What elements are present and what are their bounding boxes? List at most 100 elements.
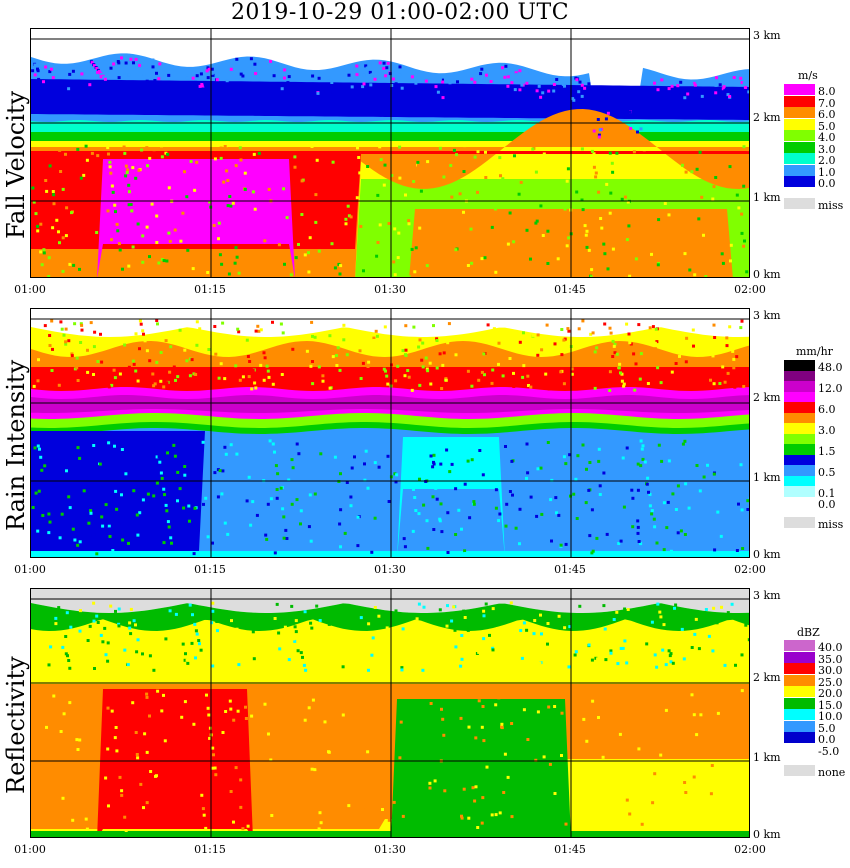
rain-intensity-speckle bbox=[162, 385, 166, 389]
reflectivity-speckle bbox=[62, 712, 66, 716]
reflectivity-speckle bbox=[244, 666, 248, 670]
fall-velocity-speckle bbox=[679, 80, 683, 84]
rain-intensity-speckle bbox=[38, 447, 41, 451]
reflectivity-speckle bbox=[302, 663, 306, 667]
rain-intensity-speckle bbox=[366, 365, 370, 368]
legend-label: 0.0 bbox=[818, 733, 836, 746]
fall-velocity-speckle bbox=[632, 150, 636, 154]
legend-swatch bbox=[784, 402, 815, 413]
fall-velocity-speckle bbox=[382, 183, 386, 187]
reflectivity-speckle bbox=[218, 625, 222, 629]
fall-velocity-speckle bbox=[702, 233, 705, 237]
rain-intensity-speckle bbox=[424, 378, 428, 382]
fall-velocity-speckle bbox=[438, 146, 442, 150]
fall-velocity-speckle bbox=[465, 79, 469, 83]
fall-velocity-speckle bbox=[422, 87, 426, 91]
fall-velocity-units: m/s bbox=[798, 69, 818, 82]
rain-intensity-speckle bbox=[248, 360, 252, 363]
rain-intensity-speckle bbox=[725, 344, 729, 348]
legend-label: 7.0 bbox=[818, 96, 836, 110]
fall-velocity-speckle bbox=[117, 242, 121, 246]
rain-intensity-speckle bbox=[135, 372, 138, 376]
rain-intensity-speckle bbox=[435, 337, 439, 341]
fall-velocity-speckle bbox=[375, 155, 379, 159]
fall-velocity-speckle bbox=[489, 80, 493, 83]
fall-velocity-speckle bbox=[129, 203, 133, 206]
fall-velocity-speckle bbox=[164, 151, 168, 155]
rain-intensity-speckle bbox=[282, 515, 286, 519]
rain-intensity-speckle bbox=[593, 350, 597, 354]
reflectivity-speckle bbox=[254, 763, 258, 767]
reflectivity-speckle bbox=[665, 641, 669, 645]
fall-velocity-speckle bbox=[285, 216, 289, 220]
rain-intensity-speckle bbox=[322, 356, 326, 360]
fall-velocity-speckle bbox=[430, 88, 434, 92]
rain-intensity-speckle bbox=[134, 332, 138, 336]
rain-intensity-speckle bbox=[223, 521, 227, 525]
reflectivity-speckle bbox=[478, 663, 482, 667]
rain-intensity-speckle bbox=[619, 539, 623, 543]
reflectivity-speckle bbox=[251, 630, 255, 634]
rain-intensity-speckle bbox=[92, 345, 96, 349]
fall-velocity-speckle bbox=[203, 83, 207, 87]
rain-intensity-speckle bbox=[432, 453, 436, 457]
reflectivity-speckle bbox=[96, 621, 100, 624]
fall-velocity-speckle bbox=[300, 179, 304, 183]
fall-velocity-speckle bbox=[596, 118, 600, 121]
rain-intensity-speckle bbox=[439, 502, 443, 506]
reflectivity-speckle bbox=[664, 632, 668, 636]
reflectivity-speckle bbox=[445, 624, 449, 628]
rain-intensity-speckle bbox=[273, 450, 276, 454]
fall-velocity-speckle bbox=[723, 89, 727, 93]
fall-velocity-speckle bbox=[283, 76, 286, 80]
reflectivity-speckle bbox=[431, 644, 435, 648]
legend-label: 40.0 bbox=[818, 641, 843, 654]
reflectivity-speckle bbox=[367, 644, 370, 648]
reflectivity-speckle bbox=[462, 613, 466, 617]
reflectivity-speckle bbox=[459, 664, 463, 668]
reflectivity-speckle bbox=[482, 739, 486, 743]
fall-velocity-speckle bbox=[418, 226, 422, 230]
panel-label-rain-intensity: Rain Intensity bbox=[2, 359, 30, 531]
fall-velocity-speckle bbox=[337, 262, 341, 266]
fall-velocity-speckle bbox=[357, 156, 361, 159]
reflectivity-speckle bbox=[676, 613, 680, 617]
reflectivity-speckle bbox=[405, 664, 409, 668]
rain-intensity-speckle bbox=[652, 517, 656, 521]
rain-intensity-speckle bbox=[178, 328, 182, 332]
rain-intensity-speckle bbox=[107, 441, 111, 445]
fall-velocity-speckle bbox=[96, 154, 100, 158]
fall-velocity-speckle bbox=[480, 257, 484, 261]
fall-velocity-speckle bbox=[707, 179, 711, 183]
rain-intensity-speckle bbox=[676, 484, 680, 488]
rain-intensity-speckle bbox=[494, 488, 498, 492]
rain-intensity-speckle bbox=[75, 366, 79, 370]
fall-velocity-speckle bbox=[148, 156, 152, 160]
fall-velocity-speckle bbox=[712, 185, 716, 189]
fall-velocity-speckle bbox=[297, 243, 300, 246]
rain-intensity-speckle bbox=[639, 352, 643, 356]
fall-velocity-speckle bbox=[125, 171, 129, 174]
rain-intensity-speckle bbox=[584, 501, 588, 505]
fall-velocity-speckle bbox=[42, 248, 46, 252]
fall-velocity-speckle bbox=[120, 56, 123, 60]
reflectivity-speckle bbox=[708, 703, 712, 707]
reflectivity-speckle bbox=[267, 732, 270, 736]
rain-intensity-speckle bbox=[165, 381, 169, 385]
fall-velocity-speckle bbox=[253, 207, 257, 211]
fall-velocity-speckle bbox=[78, 267, 81, 271]
legend-swatch bbox=[784, 118, 815, 130]
reflectivity-speckle bbox=[139, 782, 143, 786]
fall-velocity-speckle bbox=[120, 63, 124, 67]
rain-intensity-speckle bbox=[370, 550, 374, 554]
rain-intensity-speckle bbox=[445, 448, 449, 452]
fall-velocity-speckle bbox=[155, 71, 158, 75]
rain-intensity-speckle bbox=[183, 473, 187, 477]
fall-velocity-speckle bbox=[583, 86, 587, 90]
rain-intensity-speckle bbox=[218, 469, 222, 473]
rain-intensity-speckle bbox=[618, 362, 622, 366]
rain-intensity-speckle bbox=[463, 482, 467, 486]
reflectivity-speckle bbox=[208, 631, 212, 635]
legend-label: 5.0 bbox=[818, 721, 836, 735]
reflectivity-speckle bbox=[160, 709, 164, 713]
